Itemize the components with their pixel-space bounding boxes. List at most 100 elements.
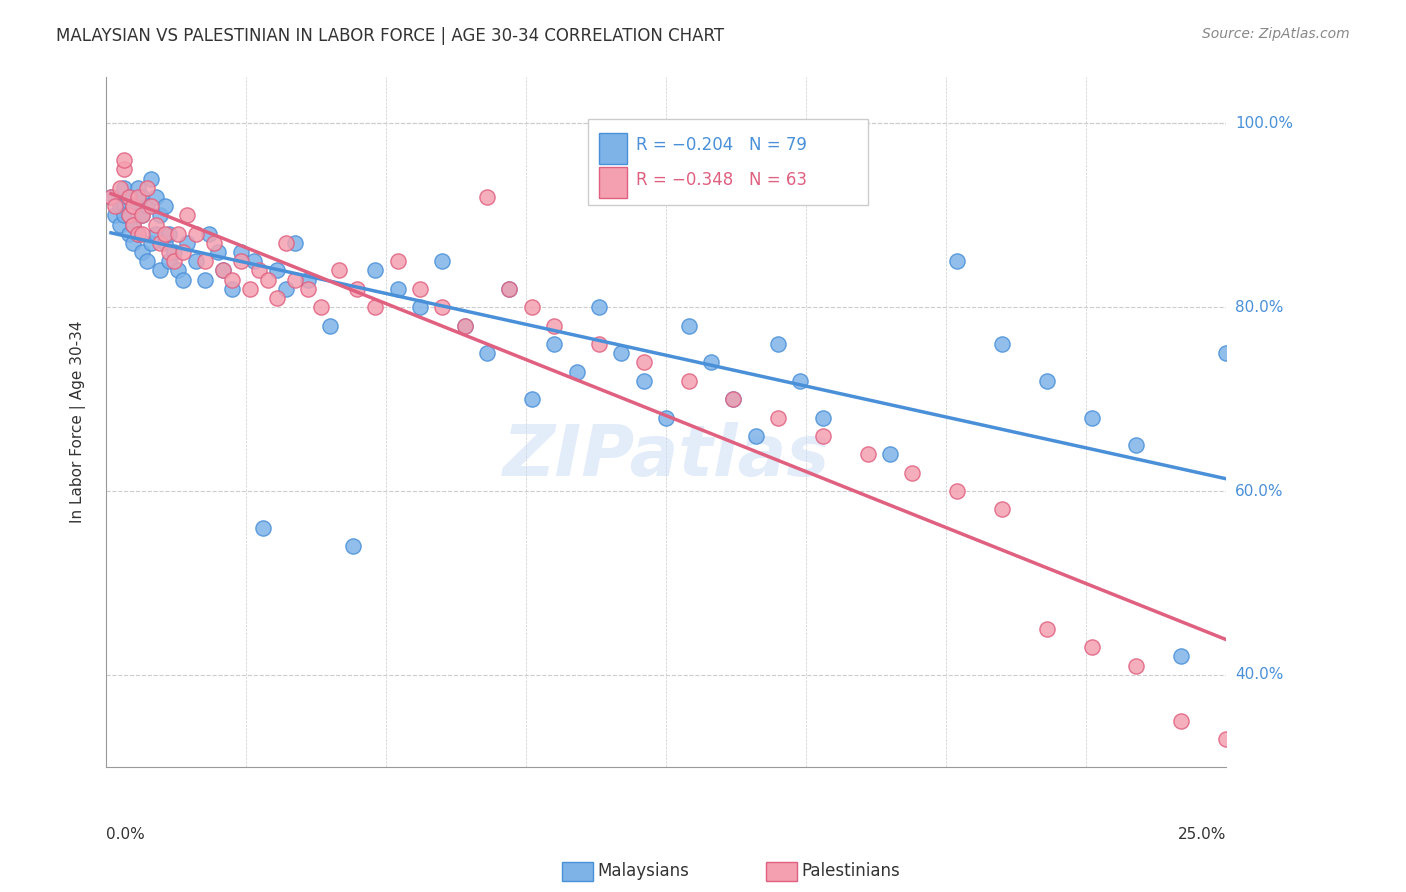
Point (118, 227, 141, 241)
Point (811, 429, 834, 443)
Point (274, 235, 297, 250)
Point (163, 254, 186, 268)
Point (520, 300, 543, 314)
Text: Source: ZipAtlas.com: Source: ZipAtlas.com (1202, 27, 1350, 41)
Point (409, 282, 432, 296)
Point (145, 190, 167, 204)
Point (1080, 410, 1102, 425)
Point (112, 199, 135, 213)
Point (149, 208, 172, 222)
Point (100, 190, 122, 204)
Point (202, 235, 225, 250)
Point (122, 218, 145, 232)
Point (108, 199, 131, 213)
Point (283, 273, 305, 287)
Point (311, 300, 333, 314)
Point (256, 273, 278, 287)
Point (131, 208, 153, 222)
Point (879, 447, 901, 461)
Text: 0.0%: 0.0% (107, 827, 145, 841)
Point (346, 282, 368, 296)
Point (723, 392, 745, 406)
Point (991, 337, 1014, 351)
Text: MALAYSIAN VS PALESTINIAN IN LABOR FORCE | AGE 30-34 CORRELATION CHART: MALAYSIAN VS PALESTINIAN IN LABOR FORCE … (56, 27, 724, 45)
Point (135, 180, 157, 194)
Point (194, 273, 217, 287)
Point (176, 208, 198, 222)
Point (112, 153, 135, 168)
Text: 60.0%: 60.0% (1234, 483, 1284, 499)
Point (364, 263, 387, 277)
Point (104, 208, 127, 222)
Point (145, 218, 167, 232)
Point (221, 273, 243, 287)
Point (122, 199, 145, 213)
Point (112, 180, 135, 194)
Text: 100.0%: 100.0% (1234, 116, 1294, 131)
Point (118, 190, 141, 204)
Point (118, 208, 141, 222)
Point (297, 273, 319, 287)
Point (172, 245, 194, 260)
Point (946, 254, 969, 268)
Point (297, 282, 319, 296)
Point (212, 263, 235, 277)
Text: Palestinians: Palestinians (801, 863, 900, 880)
Point (252, 521, 274, 535)
Point (198, 227, 221, 241)
Point (498, 282, 520, 296)
Point (149, 263, 172, 277)
Point (1215, 346, 1237, 360)
Point (153, 227, 176, 241)
Point (364, 300, 387, 314)
Point (328, 263, 350, 277)
Point (588, 300, 610, 314)
Point (131, 190, 153, 204)
Point (239, 282, 262, 296)
Point (118, 190, 141, 204)
Point (157, 254, 180, 268)
Point (229, 245, 252, 260)
Point (409, 300, 432, 314)
Point (163, 245, 186, 260)
Point (184, 254, 207, 268)
Point (131, 227, 153, 241)
Point (565, 365, 588, 379)
Point (145, 227, 167, 241)
Text: 25.0%: 25.0% (1177, 827, 1226, 841)
Point (991, 502, 1014, 516)
Point (184, 227, 207, 241)
Point (655, 410, 678, 425)
Point (112, 162, 135, 177)
Point (1125, 658, 1147, 673)
Point (543, 337, 565, 351)
Point (221, 282, 243, 296)
Point (141, 199, 163, 213)
Point (141, 171, 163, 186)
Point (498, 282, 520, 296)
Point (229, 254, 252, 268)
Point (387, 254, 409, 268)
Text: 80.0%: 80.0% (1234, 300, 1284, 315)
Point (100, 190, 122, 204)
Point (122, 199, 145, 213)
Point (1035, 622, 1057, 636)
Point (266, 291, 288, 305)
Point (319, 318, 342, 333)
Point (342, 539, 364, 553)
Point (153, 199, 176, 213)
Text: R = −0.348   N = 63: R = −0.348 N = 63 (636, 170, 807, 188)
Point (678, 374, 700, 388)
Point (387, 282, 409, 296)
Point (194, 254, 217, 268)
Point (1170, 649, 1192, 664)
Point (946, 484, 969, 499)
Point (127, 180, 149, 194)
Point (207, 245, 229, 260)
Point (723, 392, 745, 406)
Point (112, 208, 135, 222)
Point (135, 254, 157, 268)
Point (744, 429, 766, 443)
Point (432, 254, 454, 268)
Point (127, 208, 149, 222)
